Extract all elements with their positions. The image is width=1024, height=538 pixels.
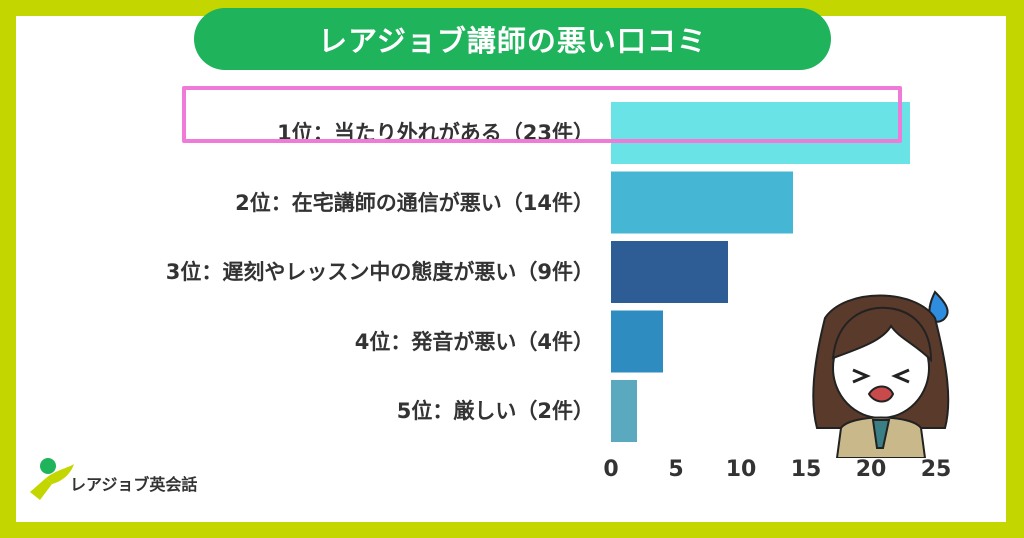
category-label-4: 4位：発音が悪い（4件） [354, 329, 594, 354]
bar-5 [611, 380, 637, 442]
category-label-2: 2位：在宅講師の通信が悪い（14件） [235, 190, 594, 215]
x-tick-label: 0 [603, 457, 618, 482]
bar-4 [611, 310, 663, 373]
worried-girl-illustration [812, 290, 950, 458]
chart-title: レアジョブ講師の悪い口コミ [194, 8, 831, 70]
bar-1 [611, 102, 910, 164]
x-tick-label: 10 [726, 457, 757, 482]
rarejob-logo-icon [30, 458, 74, 500]
category-label-3: 3位：遅刻やレッスン中の態度が悪い（9件） [165, 260, 594, 284]
category-label-5: 5位：厳しい（2件） [396, 399, 594, 423]
x-tick-label: 15 [791, 457, 822, 482]
bar-3 [611, 241, 728, 303]
x-tick-label: 25 [921, 457, 952, 482]
bar-2 [611, 171, 793, 234]
x-tick-label: 20 [856, 457, 887, 482]
x-tick-label: 5 [668, 457, 683, 482]
chart-frame: レアジョブ講師の悪い口コミ [16, 8, 1006, 522]
logo-text: レアジョブ英会話 [70, 475, 198, 494]
top-rank-highlight [182, 86, 902, 143]
